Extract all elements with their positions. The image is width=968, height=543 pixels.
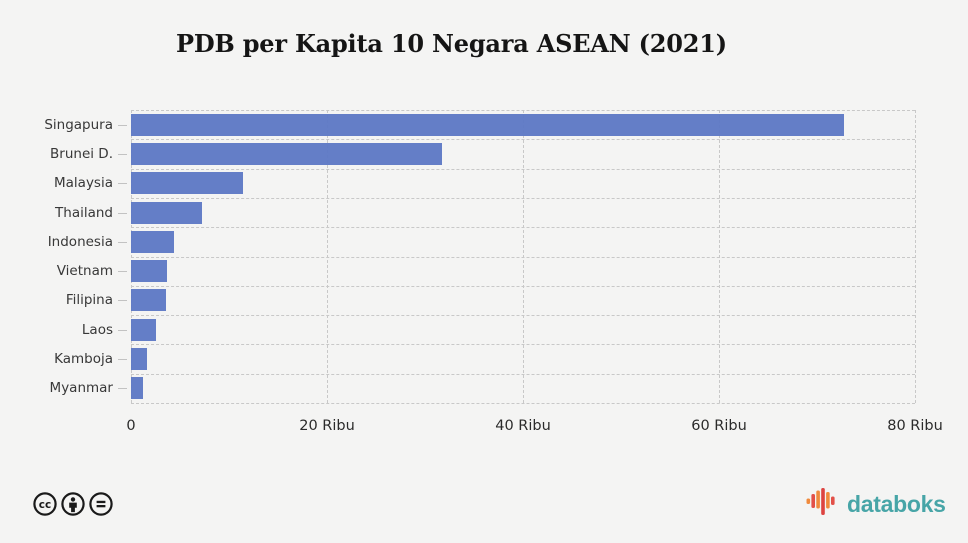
gridline-horizontal: [131, 373, 915, 375]
bar-indonesia: [131, 230, 175, 253]
cc-by-person-icon[interactable]: [61, 492, 85, 516]
category-label: Filipina: [65, 292, 113, 309]
gridline-horizontal: [131, 197, 915, 199]
gridline-horizontal: [131, 344, 915, 346]
y-tick-mark: [118, 388, 127, 390]
plot-area: [131, 110, 916, 404]
databoks-logo-icon: [806, 487, 842, 521]
bar-brunei-d: [131, 142, 442, 165]
bar-thailand: [131, 201, 202, 224]
y-tick-mark: [118, 153, 127, 155]
category-label: Brunei D.: [50, 145, 113, 162]
y-tick-mark: [118, 183, 127, 185]
cc-nd-equals-icon[interactable]: [89, 492, 113, 516]
bar-laos: [131, 318, 157, 341]
category-label: Singapura: [44, 116, 113, 133]
gridline-horizontal: [131, 110, 915, 111]
x-tick-label: 60 Ribu: [691, 418, 747, 434]
category-label: Thailand: [55, 204, 113, 221]
category-label: Malaysia: [54, 175, 113, 192]
databoks-logo-text: databoks: [847, 491, 946, 517]
category-label: Myanmar: [49, 380, 113, 397]
y-tick-mark: [118, 271, 127, 273]
y-tick-mark: [118, 329, 127, 331]
gridline-horizontal: [131, 403, 915, 404]
y-tick-mark: [118, 300, 127, 302]
bar-singapura: [131, 113, 845, 136]
gridline-horizontal: [131, 285, 915, 287]
x-tick-label: 80 Ribu: [887, 418, 943, 434]
svg-text:cc: cc: [39, 499, 51, 511]
bar-vietnam: [131, 260, 168, 283]
gridline-horizontal: [131, 139, 915, 141]
category-label: Laos: [81, 321, 113, 338]
y-tick-mark: [118, 359, 127, 361]
x-tick-label: 0: [126, 418, 136, 434]
gridline-horizontal: [131, 227, 915, 229]
x-tick-label: 20 Ribu: [299, 418, 355, 434]
x-tick-label: 40 Ribu: [495, 418, 551, 434]
y-tick-mark: [118, 241, 127, 243]
gridline-horizontal: [131, 168, 915, 170]
category-label: Kamboja: [54, 351, 113, 368]
databoks-logo[interactable]: databoks: [806, 487, 946, 521]
bar-kamboja: [131, 348, 147, 371]
category-label: Indonesia: [47, 233, 113, 250]
category-label: Vietnam: [56, 263, 113, 280]
chart-title: PDB per Kapita 10 Negara ASEAN (2021): [176, 29, 727, 58]
bar-filipina: [131, 289, 167, 312]
bar-myanmar: [131, 377, 143, 400]
gridline-vertical: [915, 110, 916, 403]
y-tick-mark: [118, 212, 127, 214]
gridline-horizontal: [131, 315, 915, 317]
y-tick-mark: [118, 124, 127, 126]
gridline-horizontal: [131, 256, 915, 258]
cc-icon[interactable]: cc: [33, 492, 57, 516]
bar-malaysia: [131, 172, 243, 195]
license-badge[interactable]: cc: [33, 491, 113, 517]
